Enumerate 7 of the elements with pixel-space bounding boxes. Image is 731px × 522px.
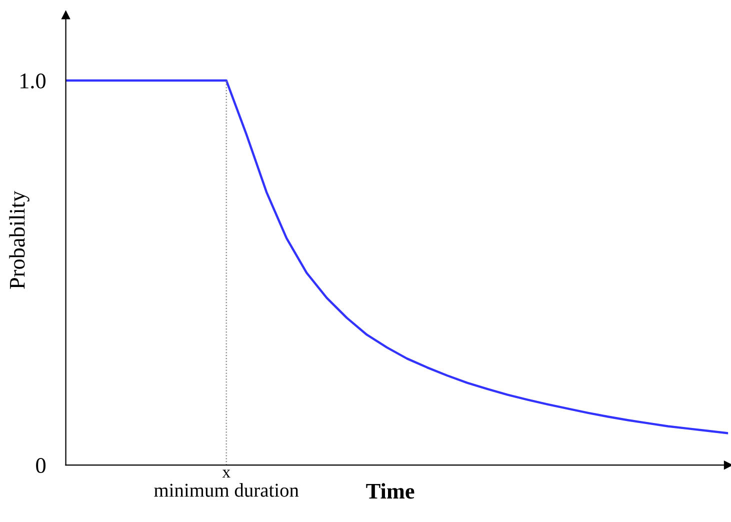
text: minimum duration [154,483,299,497]
y-tick-label: 1.0 [20,73,46,89]
y-tick-label: 0 [36,458,46,474]
x-axis-title: Time [366,483,414,499]
text: x [222,470,230,478]
y-axis-title: Probability [9,190,30,289]
line-series [66,79,728,434]
